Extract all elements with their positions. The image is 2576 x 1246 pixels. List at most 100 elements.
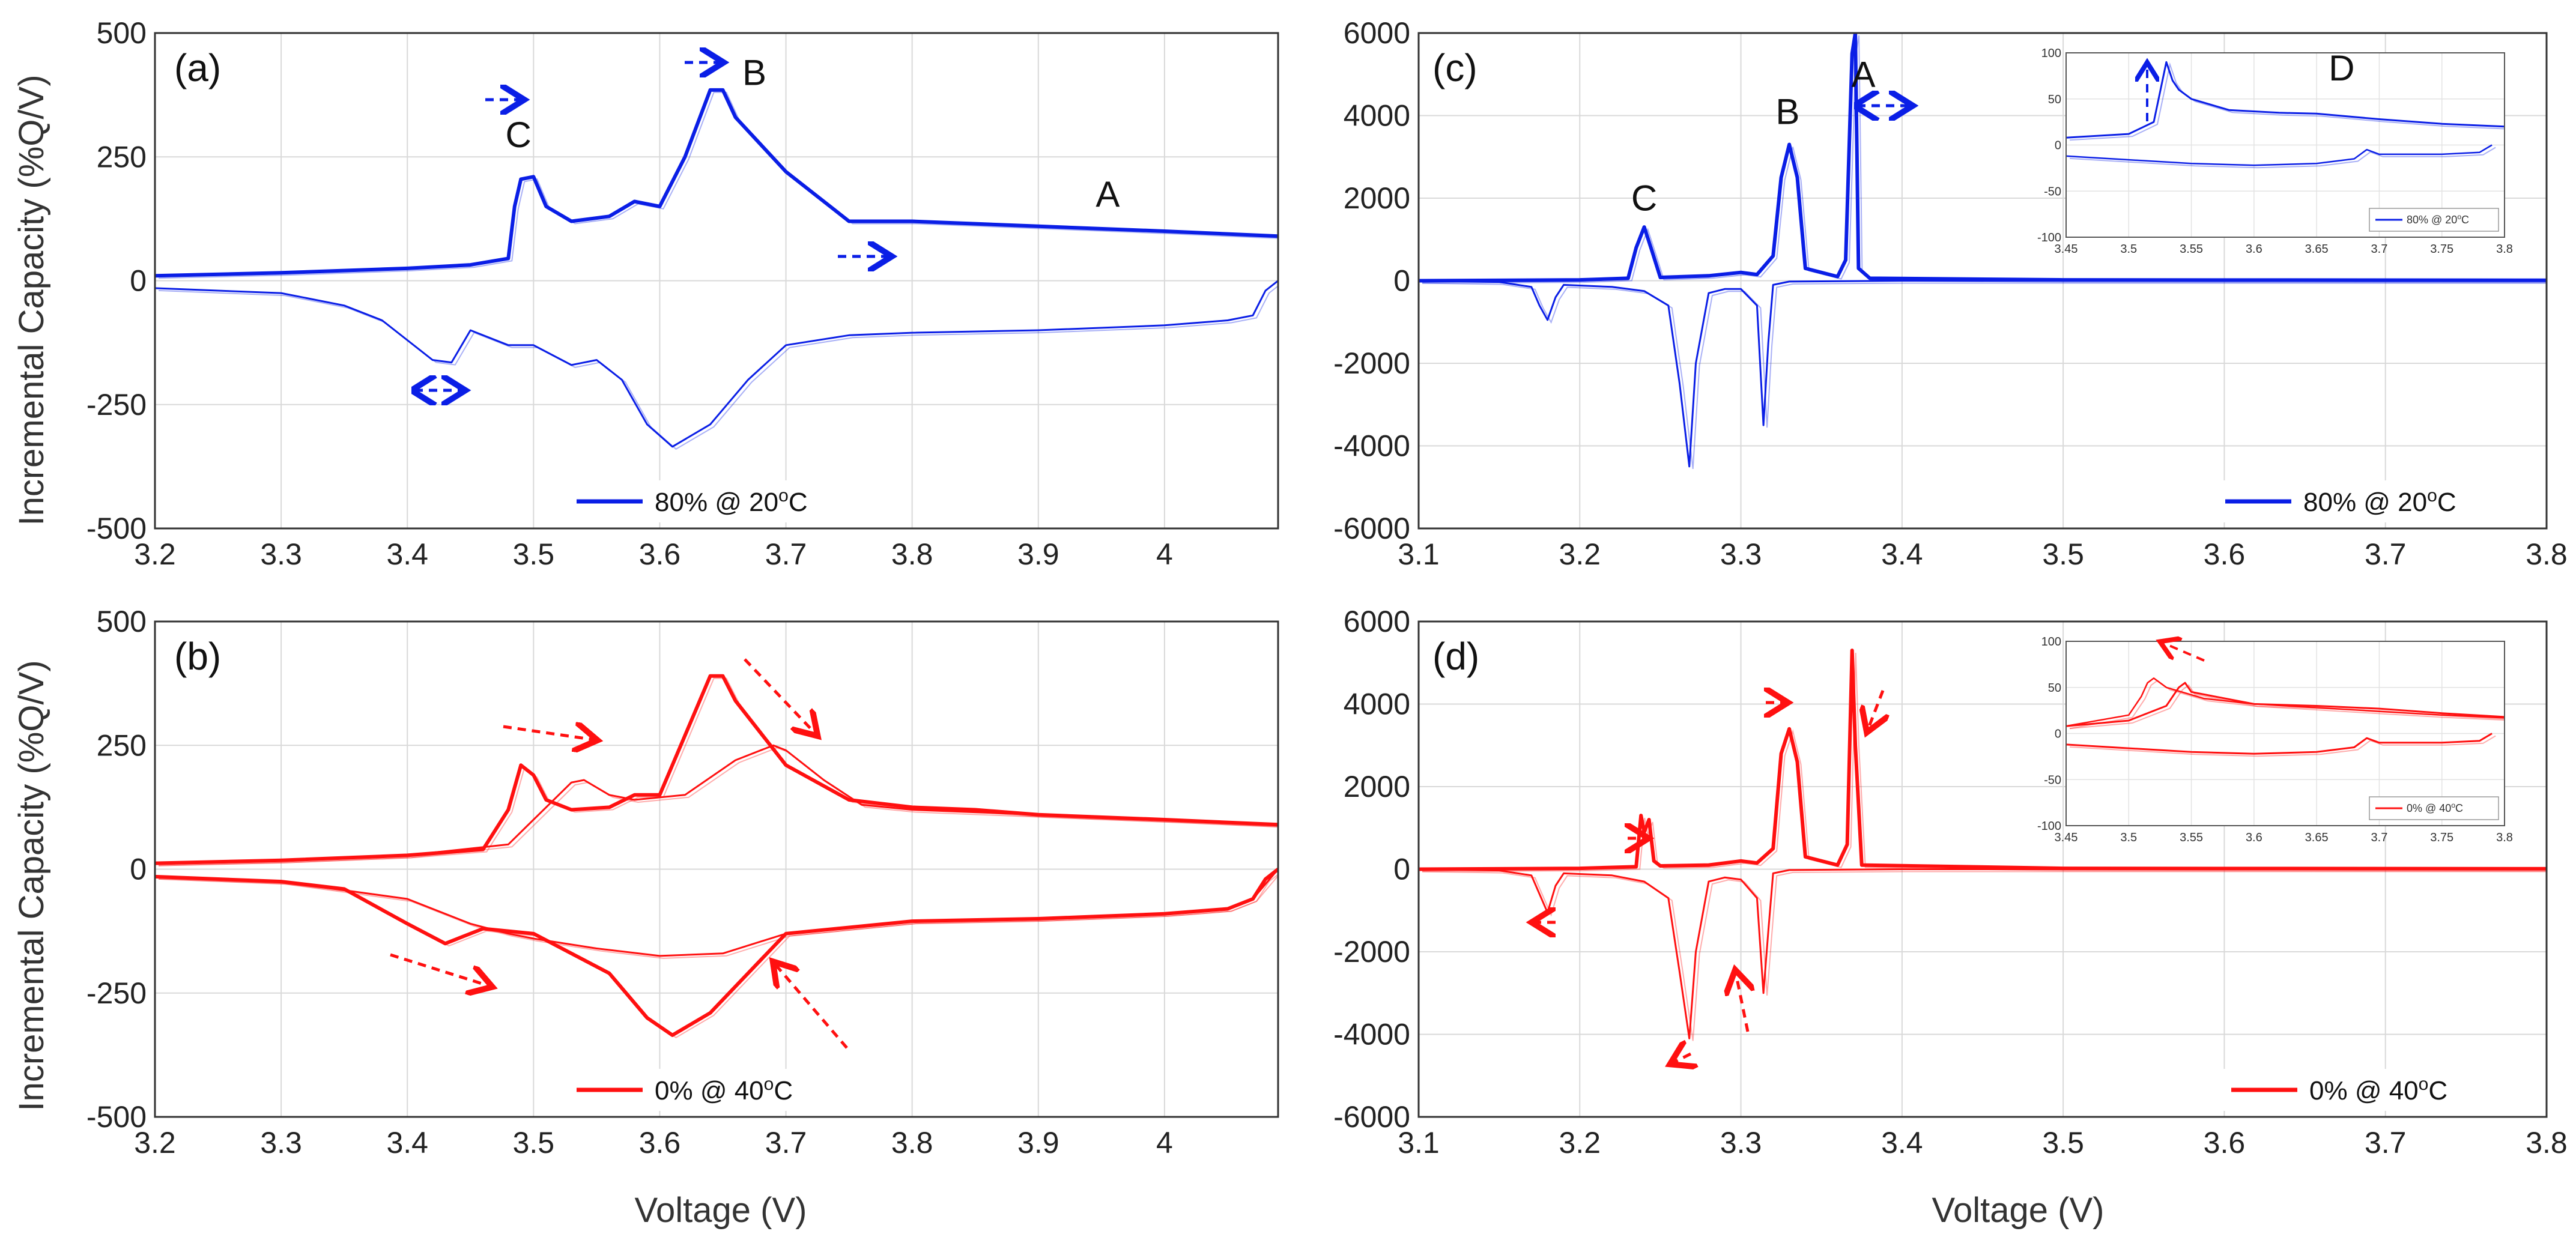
peak-label-C: C: [1631, 178, 1657, 219]
inset-x-tick-label: 3.8: [2496, 831, 2513, 844]
inset-x-tick-label: 3.7: [2371, 243, 2388, 256]
x-tick-label: 3.8: [2526, 1126, 2568, 1160]
panel-c-inset: 3.45 3.5 3.55 3.6 3.65 3.7 3.75 3.8 100 50 0 -50 -10…: [2037, 47, 2513, 256]
y-tick-label: -500: [86, 1100, 147, 1134]
x-tick-label: 3.1: [1398, 1126, 1440, 1160]
inset-x-tick-label: 3.6: [2246, 831, 2262, 844]
y-tick-label: 0: [1393, 264, 1410, 298]
y-tick-label: 6000: [1344, 16, 1410, 50]
x-tick-label: 3.1: [1398, 537, 1440, 571]
x-tick-label: 3.6: [2204, 537, 2246, 571]
x-tick-label: 3.3: [1720, 537, 1762, 571]
panel-b-series-discharge-aged-replicate: [158, 875, 1278, 959]
panel-label: (a): [174, 46, 221, 89]
x-tick-label: 3.5: [2042, 1126, 2084, 1160]
inset-c-series-charge-replicate: [2069, 62, 2505, 141]
x-tick-label: 3.7: [2365, 1126, 2407, 1160]
legend-label: 80% @ 20oC: [655, 486, 808, 518]
arrow-d-mid-left: [1673, 1054, 1691, 1063]
panel-b-series-charge-initial: [155, 674, 1278, 865]
legend-label: 80% @ 20oC: [2303, 486, 2456, 518]
panel-d-inset: 3.45 3.5 3.55 3.6 3.65 3.7 3.75 3.8 100 50 0 -50 -10…: [2037, 635, 2513, 844]
legend-label: 0% @ 40oC: [655, 1074, 793, 1106]
inset-x-tick-label: 3.8: [2496, 243, 2513, 256]
panel-b-frame: [154, 620, 1279, 1118]
y-tick-label: 500: [97, 16, 147, 50]
y-tick-label: 500: [97, 605, 147, 638]
arrow-d-a-down: [1868, 690, 1883, 730]
panel-label: (d): [1432, 635, 1479, 678]
panel-label: (c): [1432, 46, 1477, 89]
panel-a-series-charge-replicate: [158, 91, 1278, 279]
x-tick-label: 3.7: [765, 1126, 807, 1160]
panel-d-legend: 0% @ 40oC: [2222, 1069, 2544, 1111]
panel-c-legend: 80% @ 20oC: [2216, 480, 2544, 522]
inset-x-tick-label: 3.5: [2120, 243, 2137, 256]
peak-label-B: B: [1775, 91, 1799, 132]
panel-a-series-charge: [155, 88, 1278, 278]
peak-label-A: A: [1096, 174, 1120, 214]
inset-d-series-charge-b-replicate: [2069, 680, 2505, 730]
x-tick-label: 3.7: [2365, 537, 2407, 571]
arrow-d-up: [1736, 973, 1748, 1032]
y-tick-label: -2000: [1333, 935, 1410, 969]
panel-b-series-charge-aged-replicate: [158, 747, 1278, 866]
panel-a-series-discharge: [155, 280, 1278, 448]
x-tick-label: 3.7: [765, 537, 807, 571]
x-tick-label: 3.6: [639, 537, 681, 571]
y-tick-label: 6000: [1344, 605, 1410, 638]
inset-x-tick-label: 3.65: [2305, 243, 2329, 256]
inset-y-tick-label: 50: [2048, 93, 2061, 106]
inset-c-series-discharge-replicate: [2069, 147, 2496, 169]
panel-b-legend: 0% @ 40oC: [568, 1069, 868, 1111]
peak-label-A: A: [1851, 54, 1875, 94]
panel-b-series: [155, 674, 1278, 1039]
y-tick-label: 4000: [1344, 688, 1410, 721]
y-tick-label: -4000: [1333, 1018, 1410, 1051]
inset-x-tick-label: 3.7: [2371, 831, 2388, 844]
panel-a-series: [155, 88, 1278, 450]
inset-y-tick-label: 50: [2048, 682, 2061, 695]
inset-c-series-discharge: [2066, 144, 2493, 166]
panel-a: 3.2 3.3 3.4 3.5 3.6 3.7 3.8 3.9 4 500 250 0 -250 -500…: [86, 16, 1279, 571]
panel-c-series-discharge-replicate: [1422, 282, 2547, 470]
legend-label: 0% @ 40oC: [2407, 801, 2463, 814]
y-tick-label: -500: [86, 512, 147, 545]
x-axis-label-left: Voltage (V): [635, 1191, 807, 1230]
inset-y-tick-label: 100: [2041, 635, 2061, 649]
panel-c-frame: [1417, 32, 2548, 530]
inset-x-tick-label: 3.55: [2180, 831, 2203, 844]
panel-d: 3.1 3.2 3.3 3.4 3.5 3.6 3.7 3.8 6000 4000 2000 0 -20…: [1333, 605, 2568, 1160]
x-axis-label-right: Voltage (V): [1932, 1191, 2105, 1230]
inset-x-tick-label: 3.75: [2430, 243, 2453, 256]
x-tick-label: 3.9: [1017, 1126, 1059, 1160]
x-tick-label: 3.4: [386, 537, 428, 571]
annotation-arrows: [390, 62, 2205, 1063]
inset-y-tick-label: -50: [2044, 773, 2061, 787]
x-tick-label: 3.6: [2204, 1126, 2246, 1160]
x-tick-label: 3.4: [1881, 537, 1923, 571]
inset-x-tick-label: 3.75: [2430, 831, 2453, 844]
panel-b-series-discharge-aged: [155, 868, 1278, 957]
y-tick-label: -2000: [1333, 346, 1410, 380]
y-tick-label: 250: [97, 728, 147, 762]
inset-d-series-discharge: [2066, 733, 2493, 755]
x-tick-label: 3.3: [1720, 1126, 1762, 1160]
x-tick-label: 3.8: [891, 1126, 933, 1160]
y-tick-label: 250: [97, 140, 147, 174]
arrow-b-lower-up: [775, 964, 848, 1049]
y-tick-label: -6000: [1333, 1100, 1410, 1134]
inset-x-tick-label: 3.55: [2180, 243, 2203, 256]
y-tick-label: -6000: [1333, 512, 1410, 545]
x-tick-label: 3.3: [260, 537, 302, 571]
inset-y-tick-label: -50: [2044, 185, 2061, 198]
y-tick-label: 2000: [1344, 770, 1410, 803]
arrow-b-c-right: [503, 727, 595, 740]
x-tick-label: 4: [1156, 1126, 1173, 1160]
x-tick-label: 3.6: [639, 1126, 681, 1160]
y-tick-label: -250: [86, 976, 147, 1010]
x-tick-label: 3.5: [513, 537, 555, 571]
inset-y-tick-label: 0: [2055, 139, 2061, 153]
y-tick-label: -4000: [1333, 429, 1410, 463]
